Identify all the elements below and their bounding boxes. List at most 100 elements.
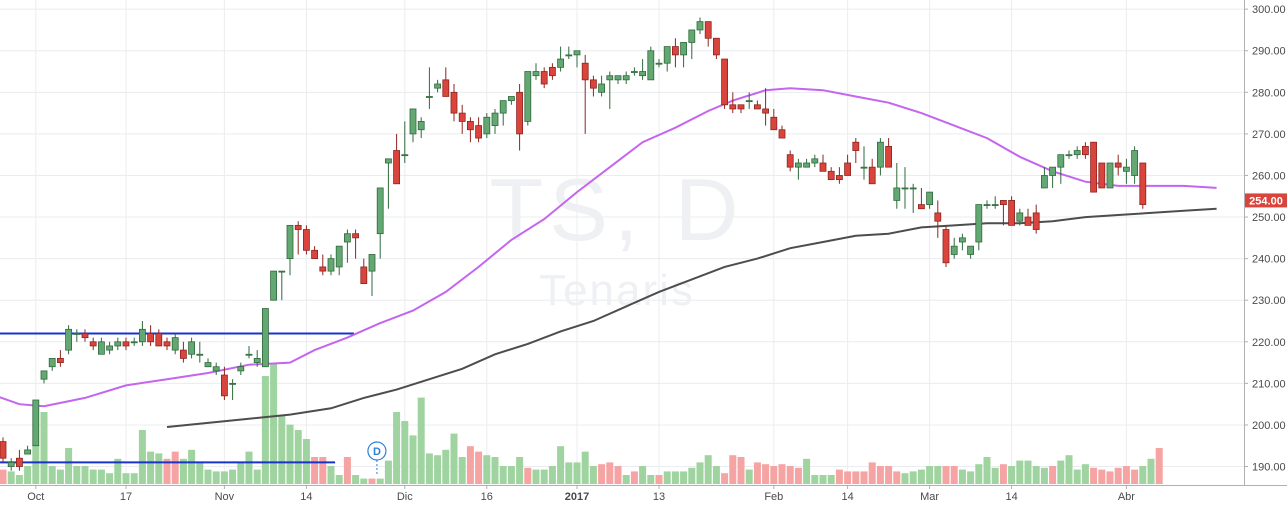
- candle-body: [278, 270, 286, 273]
- candle-body: [975, 204, 983, 243]
- volume-bar: [917, 469, 925, 484]
- volume-bar: [1155, 448, 1163, 484]
- candle: [590, 75, 597, 97]
- last-price-label: 254.00: [1249, 195, 1283, 207]
- candle-body: [122, 341, 130, 347]
- candle: [442, 67, 450, 97]
- candle: [614, 75, 622, 84]
- volume-bar: [212, 471, 220, 484]
- volume-bar: [1065, 455, 1073, 484]
- candle-body: [860, 166, 868, 169]
- volume-bar: [770, 466, 778, 484]
- volume-bar: [909, 471, 917, 484]
- moving-average-fast: [0, 87, 1217, 408]
- candle-body: [114, 341, 122, 347]
- y-tick-label: 280.00: [1252, 87, 1286, 99]
- volume-bar: [32, 444, 40, 484]
- candle: [852, 138, 860, 163]
- candle-body: [409, 108, 417, 135]
- volume-bar: [138, 430, 146, 484]
- last-price-badge: [1245, 193, 1287, 208]
- candle: [138, 321, 146, 346]
- candle-body: [65, 328, 72, 351]
- candle: [458, 104, 466, 134]
- candle: [901, 167, 909, 209]
- candle: [1098, 162, 1106, 189]
- candle: [220, 366, 228, 400]
- volume-bar: [639, 466, 647, 484]
- candle-body: [778, 129, 786, 139]
- volume-bar: [229, 469, 237, 484]
- volume-bar: [704, 455, 712, 484]
- candle-body: [721, 58, 728, 106]
- volume-bar: [130, 473, 138, 484]
- x-tick-label: 2017: [565, 491, 589, 503]
- volume-bar: [466, 446, 474, 484]
- volume-bar: [425, 453, 433, 484]
- volume-bar: [926, 466, 934, 484]
- candle: [1000, 200, 1007, 226]
- volume-bar: [171, 451, 179, 484]
- candle-body: [549, 66, 556, 77]
- volume-bar: [1139, 466, 1147, 484]
- y-tick-label: 210.00: [1252, 378, 1286, 390]
- candle: [1090, 141, 1097, 193]
- volume-bar: [311, 457, 319, 484]
- volume-bar: [122, 473, 130, 484]
- volume-bar: [1090, 467, 1098, 484]
- dividend-badge[interactable]: [367, 441, 387, 461]
- volume-bar: [442, 449, 450, 484]
- x-tick-label: 14: [1005, 491, 1017, 503]
- candle: [909, 183, 917, 213]
- candle-body: [245, 353, 253, 356]
- volume-bar: [721, 473, 729, 484]
- candle-body: [48, 358, 56, 368]
- volume-bar: [663, 471, 671, 484]
- volume-bar: [401, 421, 409, 484]
- volume-bar: [753, 462, 761, 484]
- candle-body: [466, 121, 474, 131]
- candle-body: [368, 254, 376, 272]
- candle: [319, 254, 327, 276]
- candle: [647, 46, 655, 81]
- candle: [959, 233, 966, 251]
- x-tick-label: 13: [653, 491, 665, 503]
- dividend-marker[interactable]: D: [367, 441, 387, 476]
- y-tick-label: 250.00: [1252, 212, 1286, 224]
- candle: [704, 21, 712, 47]
- candle-body: [573, 50, 581, 56]
- candle-body: [680, 42, 687, 56]
- volume-bar: [0, 469, 7, 484]
- volume-bar: [393, 412, 401, 484]
- candle-body: [311, 249, 319, 260]
- volume-bar: [270, 363, 278, 484]
- candle: [680, 42, 687, 68]
- candle: [89, 337, 97, 351]
- volume-bar: [1081, 464, 1089, 484]
- candle: [261, 308, 269, 368]
- moving-average-slow: [166, 207, 1217, 428]
- candle: [762, 88, 769, 126]
- horizontal-lines[interactable]: [0, 332, 354, 464]
- candle-body: [967, 245, 974, 255]
- candle: [754, 100, 761, 110]
- candle-body: [598, 83, 605, 93]
- volume-bar: [647, 475, 655, 484]
- candle: [0, 437, 7, 463]
- volume-bar: [540, 469, 548, 484]
- volume-bar: [335, 475, 343, 484]
- candle-body: [483, 116, 491, 135]
- volume-bar: [942, 466, 950, 484]
- candle: [516, 84, 523, 151]
- candle-body: [335, 245, 343, 268]
- candle-body: [737, 104, 745, 110]
- volume-bar: [1073, 469, 1081, 484]
- watermark-name: Tenaris: [539, 266, 695, 315]
- volume-bar: [950, 466, 958, 484]
- candle: [302, 225, 310, 255]
- candle-body: [220, 374, 228, 397]
- volume-bar: [835, 469, 843, 484]
- volume-bar: [106, 473, 114, 484]
